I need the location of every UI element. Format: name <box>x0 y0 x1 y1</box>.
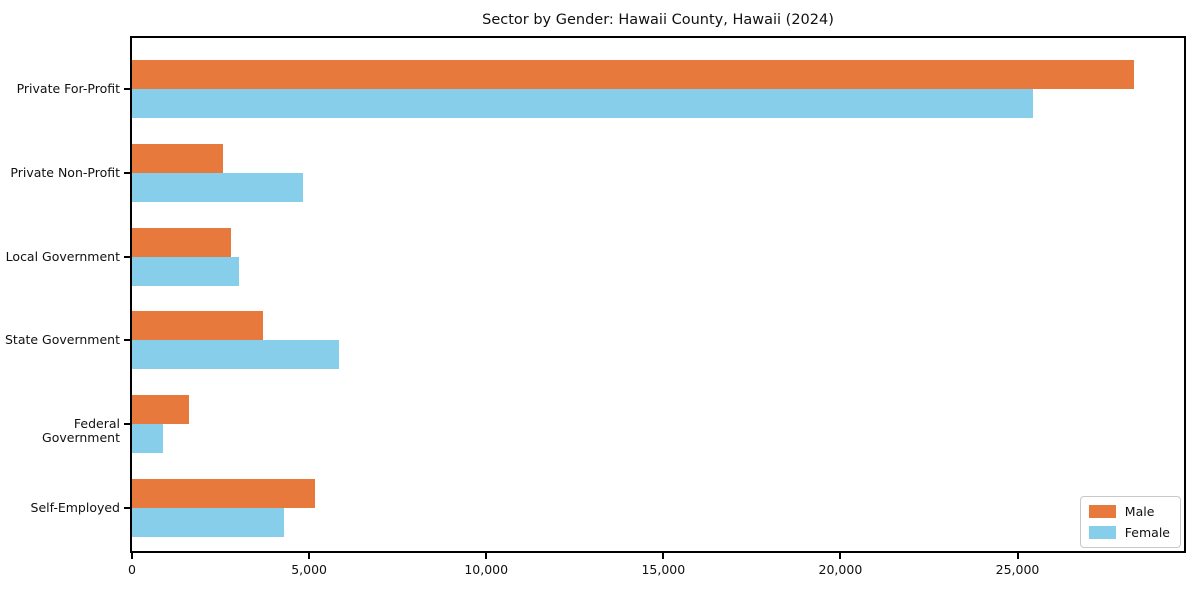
chart-title: Sector by Gender: Hawaii County, Hawaii … <box>482 12 834 28</box>
y-axis-label-local-government: Local Government <box>5 248 120 264</box>
bar-male-federal-government <box>132 395 189 425</box>
bar-female-local-government <box>132 256 239 286</box>
x-tick-label: 15,000 <box>641 562 686 577</box>
legend-item-male: Male <box>1088 504 1170 519</box>
bar-female-federal-government <box>132 424 163 454</box>
legend: Male Female <box>1079 496 1181 548</box>
y-tick <box>124 423 130 426</box>
legend-swatch-female <box>1088 526 1116 539</box>
bar-female-private-non-profit <box>132 172 303 202</box>
plot-area: Male Female <box>130 36 1186 553</box>
x-tick-label: 5,000 <box>291 562 327 577</box>
x-tick-label: 20,000 <box>818 562 863 577</box>
x-tick <box>662 553 665 559</box>
y-axis-label-private-for-profit: Private For-Profit <box>16 81 120 96</box>
x-tick <box>485 553 488 559</box>
legend-swatch-male <box>1088 505 1116 518</box>
bar-male-local-government <box>132 227 231 257</box>
x-tick <box>1016 553 1019 559</box>
legend-item-female: Female <box>1088 525 1170 540</box>
y-tick <box>124 507 130 509</box>
bar-male-state-government <box>132 311 263 341</box>
bar-female-state-government <box>132 340 339 370</box>
y-axis-label-state-government: State Government <box>4 332 120 348</box>
bar-male-self-employed <box>132 479 315 508</box>
bar-female-private-for-profit <box>132 89 1033 118</box>
y-tick <box>124 255 130 258</box>
x-tick <box>131 553 133 559</box>
legend-label-female: Female <box>1124 525 1170 540</box>
y-tick <box>124 339 130 342</box>
x-tick <box>308 553 311 559</box>
x-tick-label: 0 <box>128 562 136 577</box>
bar-female-self-employed <box>132 508 284 537</box>
legend-label-male: Male <box>1124 504 1155 519</box>
y-axis-label-private-non-profit: Private Non-Profit <box>10 164 120 180</box>
x-tick-label: 25,000 <box>995 562 1040 577</box>
y-tick <box>124 171 130 174</box>
x-tick-label: 10,000 <box>464 562 509 577</box>
y-axis-label-self-employed: Self-Employed <box>30 500 120 515</box>
bar-male-private-for-profit <box>132 60 1134 89</box>
y-axis-label-federal-government: Federal Government <box>42 416 120 446</box>
y-tick <box>124 88 130 90</box>
x-tick <box>839 553 842 559</box>
bar-male-private-non-profit <box>132 143 223 173</box>
